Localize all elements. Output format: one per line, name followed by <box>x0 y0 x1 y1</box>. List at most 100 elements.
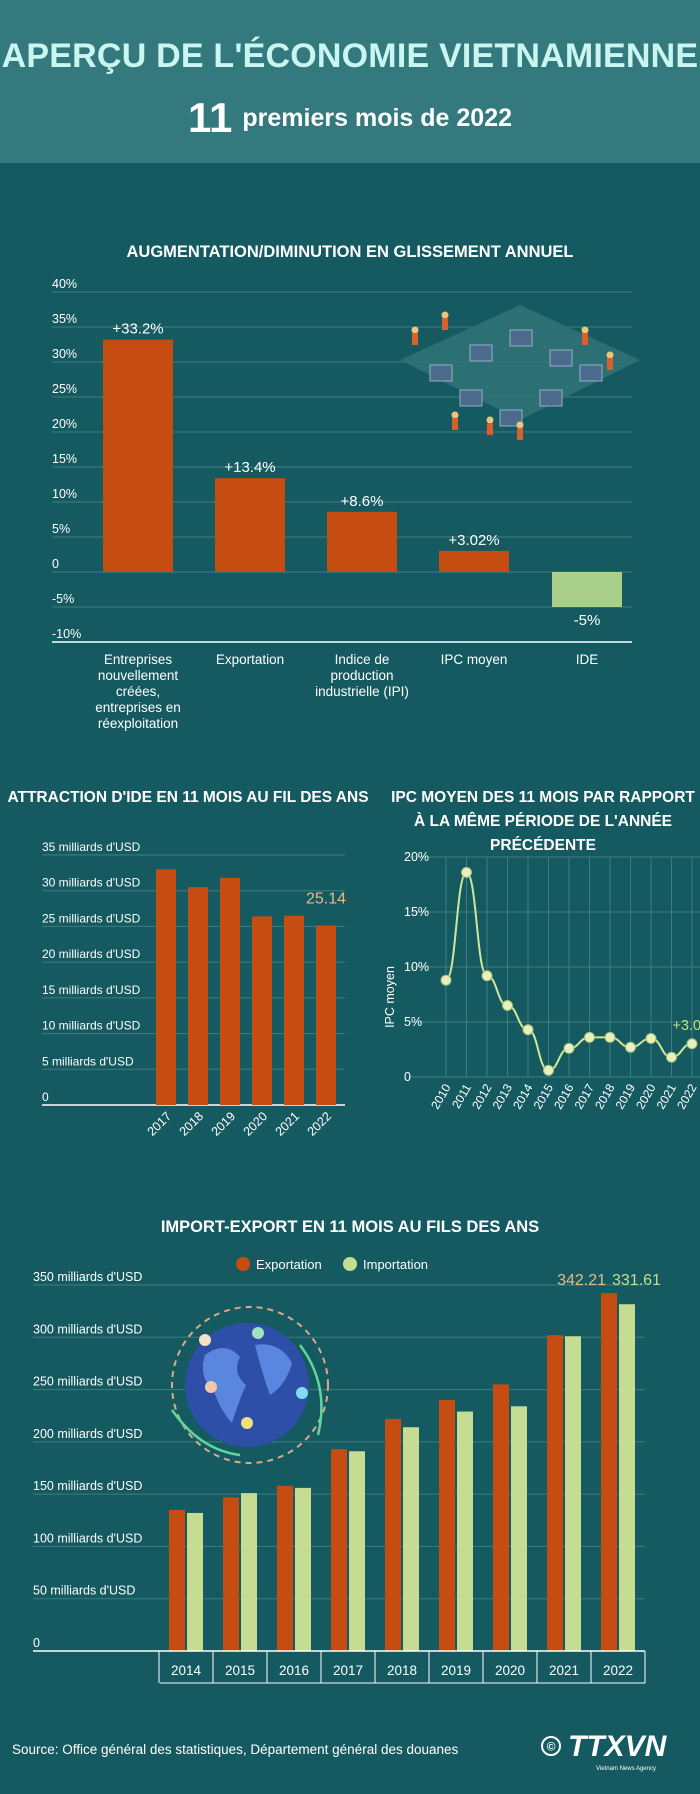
chart4-xtick: 2018 <box>387 1663 417 1678</box>
chart3-point <box>440 974 452 986</box>
chart3-xtick: 2016 <box>551 1081 577 1111</box>
chart2-xtick: 2017 <box>145 1109 175 1139</box>
globe-arrow-shape <box>170 1409 241 1457</box>
chart4-ytick: 50 milliards d'USD <box>33 1584 135 1598</box>
chart1-bar <box>327 511 397 572</box>
factory-machine-shape <box>509 329 533 347</box>
chart2-bar <box>188 887 208 1105</box>
chart3-ytick: 5% <box>404 1015 422 1029</box>
factory-floor-shape <box>400 305 640 420</box>
factory-machine-shape <box>469 344 493 362</box>
subtitle-text: premiers mois de 2022 <box>242 103 512 132</box>
chart1-category-label: IPC moyen <box>441 652 508 667</box>
chart3-xtick: 2019 <box>613 1081 639 1111</box>
chart3-xtick: 2017 <box>572 1081 598 1111</box>
factory-machine-shape <box>549 349 573 367</box>
chart4-xtick: 2020 <box>495 1663 525 1678</box>
chart3-point <box>686 1038 698 1050</box>
chart4-bar <box>187 1512 203 1651</box>
chart3-ytick: 20% <box>404 850 429 864</box>
chart1-ytick: 20% <box>52 417 77 431</box>
chart4-legend-label: Importation <box>363 1257 428 1272</box>
factory-illustration <box>400 305 640 440</box>
chart3-point <box>625 1041 636 1053</box>
worker-head-shape <box>411 326 419 334</box>
chart4-import-label: 331.61 <box>612 1272 661 1289</box>
chart4-bar <box>349 1451 365 1651</box>
chart3-point <box>604 1031 616 1043</box>
chart3-xtick: 2018 <box>592 1081 618 1111</box>
chart2-bar <box>252 916 272 1105</box>
chart1-ytick: -5% <box>52 592 74 606</box>
chart3-point <box>645 1033 657 1044</box>
chart1-category-label: Exportation <box>216 652 284 667</box>
chart3-point <box>543 1064 554 1076</box>
chart2-bar <box>156 869 176 1105</box>
chart4-bar <box>547 1335 563 1651</box>
chart2-xtick: 2022 <box>305 1109 335 1139</box>
factory-machine-shape <box>429 364 453 382</box>
chart1-category-label: Indice de <box>335 652 390 667</box>
chart4-ytick: 100 milliards d'USD <box>33 1531 142 1545</box>
chart4-ytick: 0 <box>33 1636 40 1650</box>
chart4-xtick: 2021 <box>549 1663 579 1678</box>
worker-head-shape <box>486 416 494 424</box>
chart1-category-label: entreprises en <box>95 700 181 715</box>
chart4-xtick: 2019 <box>441 1663 471 1678</box>
chart4-xtick: 2016 <box>279 1663 309 1678</box>
worker-body-shape <box>452 418 458 430</box>
chart3-point <box>584 1031 595 1043</box>
chart4-bar <box>277 1485 293 1651</box>
chart4-bar <box>403 1427 419 1651</box>
chart2-ytick: 0 <box>42 1090 49 1104</box>
factory-machine-shape <box>459 389 483 407</box>
chart3-point <box>522 1024 534 1036</box>
chart4-ytick: 350 milliards d'USD <box>33 1270 142 1284</box>
chart4-bar <box>331 1449 347 1651</box>
worker-head-shape <box>581 326 589 334</box>
factory-machine-shape <box>579 364 603 382</box>
chart3-point <box>461 866 472 878</box>
chart2-highlight-label: 25.14 <box>306 890 346 907</box>
globe-orbit-shape <box>171 1306 329 1464</box>
chart2-ytick: 25 milliards d'USD <box>42 911 141 925</box>
chart1-ytick: 0 <box>52 557 59 571</box>
chart1-ytick: 35% <box>52 312 77 326</box>
chart1-ytick: 10% <box>52 487 77 501</box>
chart4-bar <box>439 1400 455 1651</box>
globe-pin-shape <box>205 1381 217 1393</box>
chart1-ytick: 15% <box>52 452 77 466</box>
chart4-bar <box>511 1406 527 1651</box>
chart1-title: AUGMENTATION/DIMINUTION EN GLISSEMENT AN… <box>126 243 574 261</box>
chart1-category-label: IDE <box>576 652 599 667</box>
worker-body-shape <box>607 358 613 370</box>
chart1-category-label: nouvellement <box>98 668 179 683</box>
chart1-ytick: 5% <box>52 522 70 536</box>
chart3-ytick: 15% <box>404 905 429 919</box>
chart3-xtick: 2015 <box>531 1081 557 1111</box>
chart1-value-label: -5% <box>574 612 601 629</box>
chart2-ytick: 35 milliards d'USD <box>42 840 141 854</box>
chart2-ytick: 20 milliards d'USD <box>42 947 141 961</box>
chart2-ytick: 5 milliards d'USD <box>42 1054 134 1068</box>
chart4-bar <box>601 1293 617 1651</box>
chart4-bar <box>295 1487 311 1651</box>
chart3-title-line-2: À LA MÊME PÉRIODE DE L'ANNÉE <box>413 813 673 830</box>
subtitle-number: 11 <box>188 94 233 141</box>
chart4-bar <box>169 1509 185 1651</box>
chart3-ytick: 10% <box>404 960 429 974</box>
chart3-last-label: +3.02% <box>672 1018 700 1034</box>
logo-text: TTXVN <box>568 1730 668 1763</box>
worker-body-shape <box>517 428 523 440</box>
chart3-point <box>502 1000 513 1011</box>
chart3-title-line-3: PRÉCÉDENTE <box>490 837 596 854</box>
chart4-ytick: 200 milliards d'USD <box>33 1427 142 1441</box>
chart1-value-label: +3.02% <box>448 532 499 549</box>
chart4-svg: 350 milliards d'USD 300 milliards d'USD 25… <box>33 1257 661 1684</box>
globe-arrow-shape <box>298 1344 323 1436</box>
chart3-ylabel: IPC moyen <box>383 966 397 1028</box>
chart3-xtick: 2014 <box>510 1081 536 1111</box>
chart4-ytick: 250 milliards d'USD <box>33 1375 142 1389</box>
chart1-category-label: industrielle (IPI) <box>315 684 409 699</box>
